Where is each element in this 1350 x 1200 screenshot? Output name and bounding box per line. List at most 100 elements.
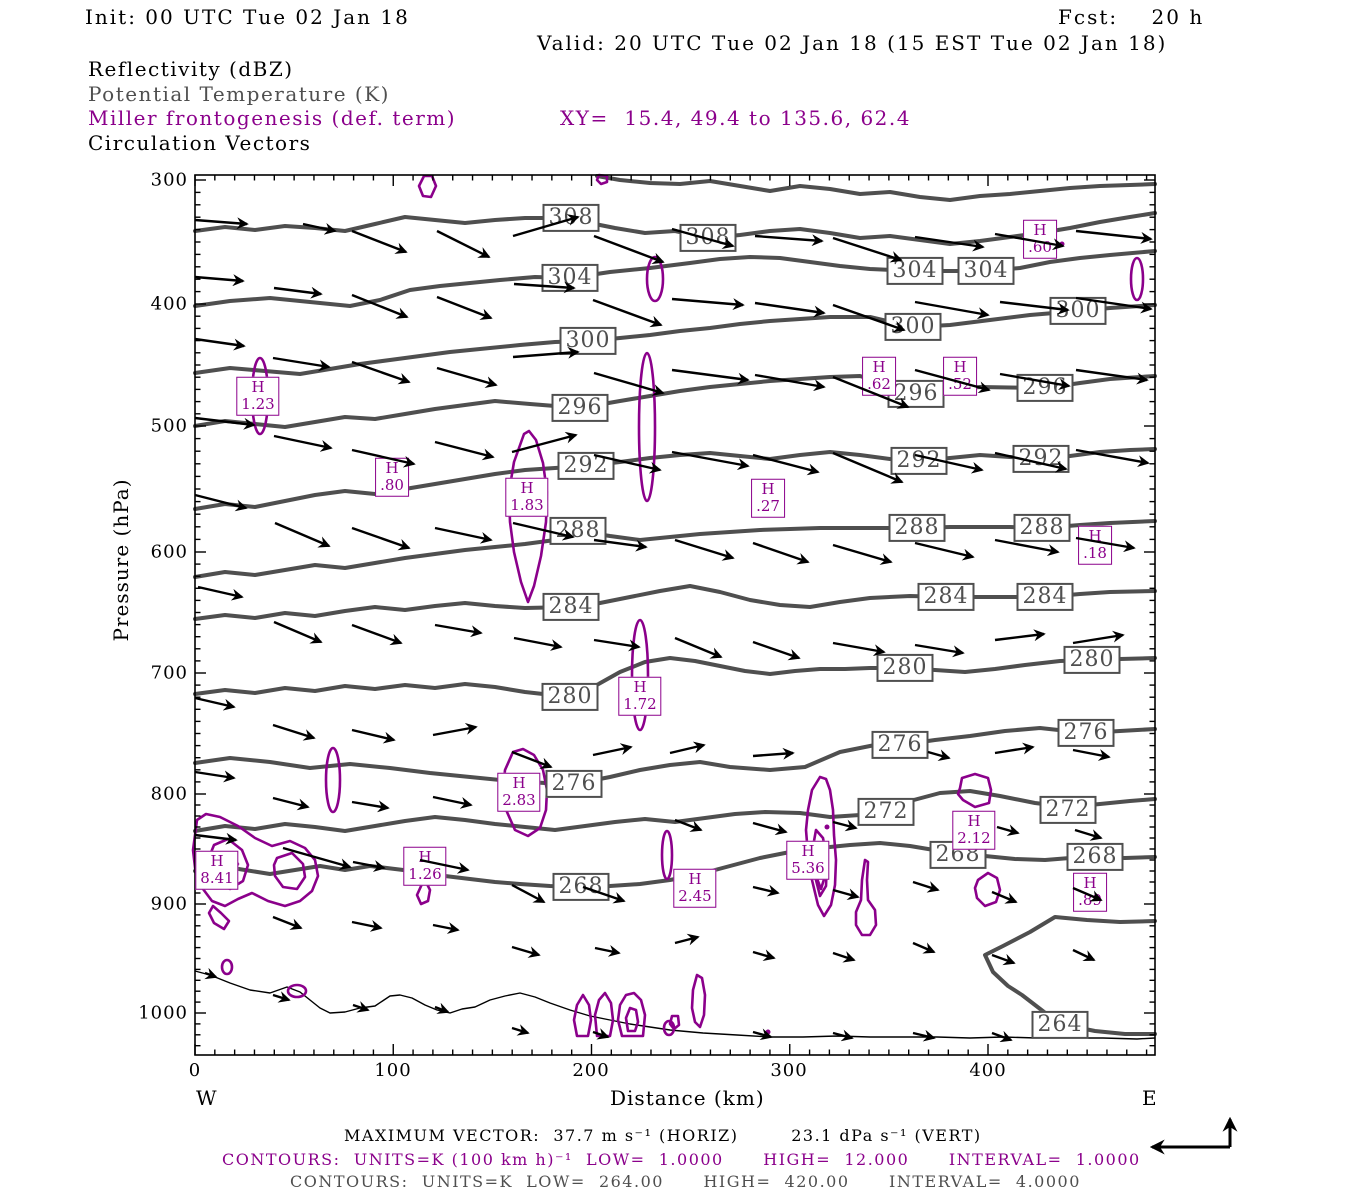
fronto-max-label: H .27 bbox=[751, 478, 785, 518]
east-label: E bbox=[1142, 1086, 1158, 1110]
y-tick-label: 500 bbox=[150, 415, 188, 437]
forecast-hour: Fcst: 20 h bbox=[1058, 5, 1205, 29]
high-marker: H bbox=[967, 811, 981, 830]
fronto-max-value: .89 bbox=[1078, 891, 1102, 909]
theta-contour-label: 276 bbox=[871, 730, 929, 760]
cross-section-xy: XY= 15.4, 49.4 to 135.6, 62.4 bbox=[560, 106, 911, 130]
high-marker: H bbox=[251, 377, 265, 396]
fronto-max-value: .52 bbox=[948, 375, 972, 393]
y-tick-label: 700 bbox=[150, 662, 188, 684]
y-tick-label: 600 bbox=[150, 541, 188, 563]
high-marker: H bbox=[1083, 873, 1097, 892]
fronto-max-label: H .60 bbox=[1023, 219, 1057, 259]
y-tick-label: 800 bbox=[150, 783, 188, 805]
fronto-max-label: H 1.83 bbox=[505, 477, 549, 517]
theta-contour-label: 292 bbox=[557, 451, 615, 481]
high-marker: H bbox=[688, 869, 702, 888]
theta-contour-label: 264 bbox=[1031, 1010, 1089, 1040]
high-marker: H bbox=[1033, 220, 1047, 239]
x-tick-label: 100 bbox=[374, 1060, 412, 1081]
high-marker: H bbox=[761, 479, 775, 498]
fronto-max-label: H .89 bbox=[1073, 872, 1107, 912]
theta-contour-label: 272 bbox=[1039, 795, 1097, 825]
fronto-max-value: 1.83 bbox=[510, 496, 544, 514]
fronto-max-label: H .52 bbox=[943, 356, 977, 396]
y-tick-label: 900 bbox=[150, 893, 188, 915]
y-tick-label: 1000 bbox=[138, 1002, 188, 1024]
theta-contour-label: 300 bbox=[884, 312, 942, 342]
theta-contour-label: 284 bbox=[542, 592, 600, 622]
fronto-max-value: .18 bbox=[1083, 544, 1107, 562]
theta-contour-label: 292 bbox=[890, 446, 948, 476]
x-axis-title: Distance (km) bbox=[610, 1086, 765, 1110]
fronto-max-label: H .80 bbox=[375, 457, 409, 497]
fronto-max-value: 2.83 bbox=[502, 791, 536, 809]
x-tick-label: 200 bbox=[572, 1060, 610, 1081]
high-marker: H bbox=[385, 458, 399, 477]
x-tick-label: 400 bbox=[969, 1060, 1007, 1081]
theta-contour-label: 280 bbox=[541, 682, 599, 712]
field-reflectivity: Reflectivity (dBZ) bbox=[88, 57, 294, 81]
field-potential-temperature: Potential Temperature (K) bbox=[88, 82, 390, 106]
theta-contour-label: 280 bbox=[1063, 645, 1121, 675]
high-marker: H bbox=[210, 851, 224, 870]
theta-contour-label: 288 bbox=[549, 516, 607, 546]
fronto-max-value: .60 bbox=[1028, 238, 1052, 256]
high-marker: H bbox=[953, 357, 967, 376]
fronto-max-value: .80 bbox=[380, 476, 404, 494]
theta-contour-label: 296 bbox=[551, 393, 609, 423]
fronto-max-value: 2.45 bbox=[678, 887, 712, 905]
high-marker: H bbox=[512, 773, 526, 792]
fronto-max-label: H 5.36 bbox=[786, 840, 830, 880]
fronto-max-value: 1.23 bbox=[241, 395, 275, 413]
fronto-max-label: H 1.23 bbox=[236, 376, 280, 416]
fronto-max-value: 8.41 bbox=[200, 869, 234, 887]
fronto-max-value: .62 bbox=[867, 375, 891, 393]
y-tick-label: 300 bbox=[150, 169, 188, 191]
theta-contour-label: 268 bbox=[552, 872, 610, 902]
theta-contour-label: 288 bbox=[888, 513, 946, 543]
y-tick-label: 400 bbox=[150, 293, 188, 315]
theta-contour-label: 296 bbox=[1016, 373, 1074, 403]
theta-contour-label: 284 bbox=[1016, 582, 1074, 612]
max-vector-note: MAXIMUM VECTOR: 37.7 m s⁻¹ (HORIZ) 23.1 … bbox=[344, 1126, 982, 1145]
theta-contour-label: 308 bbox=[679, 223, 737, 253]
high-marker: H bbox=[1088, 526, 1102, 545]
theta-contour-label: 304 bbox=[957, 256, 1015, 286]
west-label: W bbox=[196, 1086, 218, 1110]
x-tick-label: 300 bbox=[770, 1060, 808, 1081]
high-marker: H bbox=[418, 847, 432, 866]
theta-contour-label: 276 bbox=[545, 769, 603, 799]
theta-contour-label: 308 bbox=[542, 203, 600, 233]
fronto-max-value: 2.12 bbox=[957, 829, 991, 847]
fronto-max-label: H 2.12 bbox=[952, 810, 996, 850]
theta-contour-label: 280 bbox=[876, 653, 934, 683]
theta-contour-label: 284 bbox=[917, 582, 975, 612]
theta-contour-label: 268 bbox=[1066, 842, 1124, 872]
high-marker: H bbox=[520, 478, 534, 497]
theta-contour-label: 272 bbox=[857, 797, 915, 827]
high-marker: H bbox=[872, 357, 886, 376]
fronto-max-value: 1.72 bbox=[623, 695, 657, 713]
theta-contour-label: 304 bbox=[886, 256, 944, 286]
valid-time: Valid: 20 UTC Tue 02 Jan 18 (15 EST Tue … bbox=[537, 31, 1168, 55]
fronto-max-label: H 2.45 bbox=[673, 868, 717, 908]
fronto-max-label: H 1.26 bbox=[403, 846, 447, 886]
field-miller-frontogenesis: Miller frontogenesis (def. term) bbox=[88, 106, 457, 130]
fronto-max-label: H .62 bbox=[862, 356, 896, 396]
fronto-max-value: .27 bbox=[756, 497, 780, 515]
high-marker: H bbox=[801, 841, 815, 860]
theta-contour-label: 296 bbox=[887, 379, 945, 409]
fronto-contour-spec: CONTOURS: UNITS=K (100 km h)⁻¹ LOW= 1.00… bbox=[222, 1150, 1141, 1169]
theta-contour-label: 292 bbox=[1012, 444, 1070, 474]
x-tick-label: 0 bbox=[188, 1060, 202, 1081]
fronto-max-label: H 1.72 bbox=[618, 676, 662, 716]
field-circulation-vectors: Circulation Vectors bbox=[88, 131, 312, 155]
fronto-max-label: H 2.83 bbox=[497, 772, 541, 812]
fronto-max-value: 5.36 bbox=[791, 859, 825, 877]
high-marker: H bbox=[633, 677, 647, 696]
theta-contour-label: 300 bbox=[559, 326, 617, 356]
fronto-max-value: 1.26 bbox=[408, 865, 442, 883]
